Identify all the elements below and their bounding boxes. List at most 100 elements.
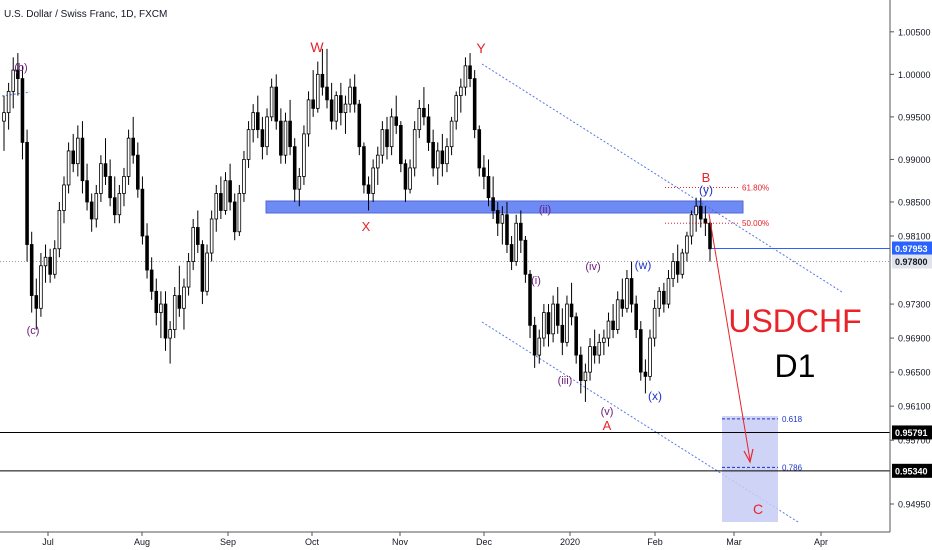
target-zone-box xyxy=(722,416,778,522)
candle xyxy=(20,65,25,160)
wave-label: (w) xyxy=(635,258,652,272)
candle xyxy=(648,329,652,381)
candle xyxy=(136,142,140,198)
candle xyxy=(352,74,357,113)
candle xyxy=(597,333,602,364)
candle xyxy=(583,363,588,402)
y-tick-label: 0.96100 xyxy=(898,402,931,412)
candle xyxy=(320,48,325,96)
candle xyxy=(297,167,302,207)
symbol-label: USDCHF xyxy=(728,303,861,339)
target-level-label: 0.786 xyxy=(782,463,803,472)
y-tick-label: 1.00000 xyxy=(898,70,931,80)
candle xyxy=(389,108,394,156)
candle xyxy=(463,57,468,96)
candle xyxy=(445,138,449,173)
projection-arrow xyxy=(708,213,754,464)
channel-upper-left xyxy=(1,91,31,97)
candle xyxy=(66,142,71,194)
candle xyxy=(306,91,311,147)
candle xyxy=(191,218,195,271)
candle xyxy=(671,253,675,288)
y-tick-label: 0.99000 xyxy=(898,155,931,165)
candle xyxy=(94,184,99,228)
candle xyxy=(302,125,306,185)
candle xyxy=(602,329,606,356)
candle xyxy=(260,116,265,160)
candle xyxy=(366,176,371,211)
x-tick-label: Dec xyxy=(476,537,493,547)
x-tick-label: Aug xyxy=(134,537,150,547)
candle xyxy=(588,338,592,381)
candle xyxy=(403,159,408,202)
wave-label: (y) xyxy=(699,183,713,197)
candle xyxy=(182,278,186,330)
candle xyxy=(223,172,228,215)
candle xyxy=(514,214,518,266)
candle xyxy=(256,95,260,139)
candle xyxy=(555,287,560,334)
y-tick-label: 0.96900 xyxy=(898,334,931,344)
candle xyxy=(519,210,523,254)
candle xyxy=(34,278,39,330)
candle xyxy=(565,295,569,347)
candle xyxy=(265,108,269,156)
candle xyxy=(435,142,440,185)
candle xyxy=(172,287,177,339)
candle xyxy=(315,61,320,113)
candle xyxy=(177,265,182,317)
x-tick-label: Jul xyxy=(42,537,54,547)
timeframe-label: D1 xyxy=(775,348,816,384)
candle xyxy=(394,95,399,134)
candle xyxy=(103,138,108,185)
candle xyxy=(495,201,500,236)
candle xyxy=(186,253,191,296)
candle xyxy=(662,282,666,313)
candle xyxy=(666,270,671,309)
candle xyxy=(325,48,329,109)
candle xyxy=(29,231,34,313)
price-tag: 0.97953 xyxy=(892,241,932,256)
candle xyxy=(25,129,29,262)
x-tick-label: Feb xyxy=(647,537,663,547)
candle xyxy=(528,270,532,339)
chart-title: U.S. Dollar / Swiss Franc, 1D, FXCM xyxy=(4,9,167,20)
price-tag-label: 0.95340 xyxy=(895,466,928,476)
wave-label: (c) xyxy=(27,325,40,337)
wave-label: (v) xyxy=(601,406,614,418)
candle xyxy=(643,359,648,394)
candle xyxy=(385,116,389,160)
candle xyxy=(2,95,6,151)
wave-label: C xyxy=(753,501,763,517)
candle xyxy=(57,201,62,258)
y-tick-label: 0.99500 xyxy=(898,112,931,122)
candle xyxy=(52,240,57,279)
candle xyxy=(214,184,219,232)
candle xyxy=(122,167,126,207)
candle xyxy=(246,121,251,168)
candle xyxy=(292,138,297,202)
time-axis[interactable]: Jul Aug Sep Oct Nov Dec 2020 Feb Mar Apr xyxy=(0,531,890,547)
plot-area[interactable]: 61.80% 50.00% 0.618 0.786 W Y X B A C (b) (c) (ii)… xyxy=(0,9,890,523)
candle xyxy=(440,133,445,177)
x-tick-label: 2020 xyxy=(560,537,580,547)
candle xyxy=(592,329,597,364)
candle xyxy=(569,282,574,326)
candle xyxy=(149,257,154,300)
candle xyxy=(698,197,703,228)
candle xyxy=(505,201,509,254)
candle xyxy=(542,304,546,347)
candle xyxy=(431,129,435,177)
wave-label: (i) xyxy=(531,275,541,287)
candle xyxy=(689,210,694,245)
price-axis[interactable]: 1.010001.005001.000000.995000.990000.985… xyxy=(889,0,932,532)
fib-label: 61.80% xyxy=(742,184,769,193)
candle xyxy=(652,299,657,347)
x-tick-label: Oct xyxy=(305,537,320,547)
candle xyxy=(468,53,472,88)
price-lines xyxy=(0,248,890,472)
candle xyxy=(339,82,343,126)
y-tick-label: 0.98500 xyxy=(898,197,931,207)
resistance-zone[interactable] xyxy=(265,200,744,214)
